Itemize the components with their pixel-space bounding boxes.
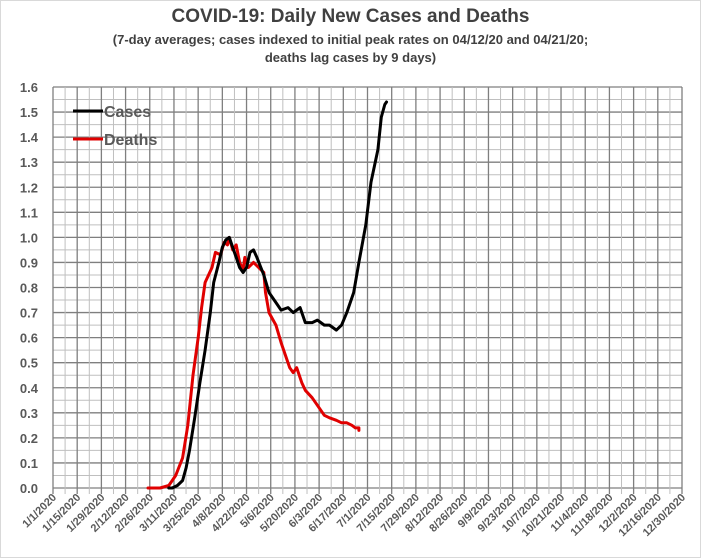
y-tick-label: 0.6 bbox=[20, 331, 38, 346]
series-line-deaths bbox=[146, 235, 361, 490]
y-tick-label: 1.2 bbox=[20, 180, 38, 195]
legend: Cases Deaths bbox=[73, 104, 157, 149]
series-line-cases bbox=[167, 100, 388, 490]
y-tick-label: 0.7 bbox=[20, 306, 38, 321]
chart-subtitle-line-2: deaths lag cases by 9 days) bbox=[264, 50, 437, 65]
y-tick-label: 1.3 bbox=[20, 155, 38, 170]
grid-lines bbox=[52, 86, 683, 494]
x-axis-ticks: 1/1/20201/15/20201/29/20202/12/20202/26/… bbox=[20, 492, 688, 539]
series-lines bbox=[146, 100, 388, 490]
legend-cases-label: Cases bbox=[104, 104, 151, 121]
y-tick-label: 1.4 bbox=[20, 130, 39, 145]
y-tick-label: 0.2 bbox=[20, 431, 38, 446]
y-tick-label: 1.1 bbox=[20, 205, 38, 220]
y-tick-label: 0.3 bbox=[20, 406, 38, 421]
y-tick-label: 1.0 bbox=[20, 230, 38, 245]
y-tick-label: 0.1 bbox=[20, 456, 38, 471]
chart-title: COVID-19: Daily New Cases and Deaths bbox=[171, 6, 530, 27]
y-tick-label: 0.8 bbox=[20, 281, 38, 296]
y-tick-label: 1.5 bbox=[20, 105, 38, 120]
y-tick-label: 0.0 bbox=[20, 481, 38, 496]
chart-subtitle-line-1: (7-day averages; cases indexed to initia… bbox=[112, 32, 589, 47]
legend-deaths-label: Deaths bbox=[104, 132, 157, 149]
y-tick-label: 0.5 bbox=[20, 356, 38, 371]
y-tick-label: 1.6 bbox=[20, 80, 38, 95]
y-axis-ticks: 0.0 0.1 0.2 0.3 0.4 0.5 0.6 0.7 0.8 0.9 1.0 1.1 1.2 1… bbox=[20, 80, 39, 496]
y-tick-label: 0.9 bbox=[20, 255, 38, 270]
y-tick-label: 0.4 bbox=[20, 381, 39, 396]
